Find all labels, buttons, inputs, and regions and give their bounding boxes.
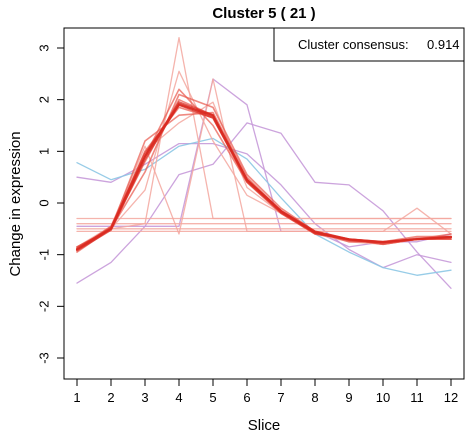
x-tick-label: 7 [277, 390, 284, 405]
x-tick-label: 11 [410, 390, 424, 405]
legend-box [273, 27, 465, 62]
x-tick-label: 10 [376, 390, 390, 405]
series-line-21 [76, 103, 452, 251]
y-tick-label: 1 [37, 148, 52, 155]
series-line-1 [76, 122, 452, 289]
x-tick-label: 6 [243, 390, 250, 405]
series-layer [76, 37, 452, 289]
legend: Cluster consensus: 0.914 [273, 27, 465, 62]
y-tick-label: 3 [37, 44, 52, 51]
x-tick-label: 8 [311, 390, 318, 405]
series-line-2 [76, 142, 452, 269]
y-axis-label: Change in expression [7, 131, 24, 276]
y-tick-label: 0 [37, 199, 52, 206]
x-tick-label: 5 [209, 390, 216, 405]
x-tick-label: 9 [345, 390, 352, 405]
y-tick-label: -3 [37, 352, 52, 364]
legend-label: Cluster consensus: [298, 37, 409, 52]
series-line-10 [76, 78, 452, 251]
chart-title: Cluster 5 ( 21 ) [212, 5, 315, 22]
x-tick-label: 3 [141, 390, 148, 405]
x-tick-label: 4 [175, 390, 182, 405]
series-line-4 [76, 137, 452, 276]
legend-value: 0.914 [427, 37, 460, 52]
series-line-9 [76, 37, 452, 248]
x-axis: 1 2 3 4 5 6 7 8 9 10 11 12 [73, 378, 458, 405]
x-tick-label: 1 [73, 390, 80, 405]
y-tick-label: -1 [37, 249, 52, 261]
y-axis: -3 -2 -1 0 1 2 3 [37, 44, 65, 364]
x-tick-label: 12 [444, 390, 458, 405]
x-axis-label: Slice [248, 417, 281, 434]
y-tick-label: 2 [37, 96, 52, 103]
y-tick-label: -2 [37, 301, 52, 313]
series-line-3 [76, 78, 452, 248]
x-tick-label: 2 [107, 390, 114, 405]
